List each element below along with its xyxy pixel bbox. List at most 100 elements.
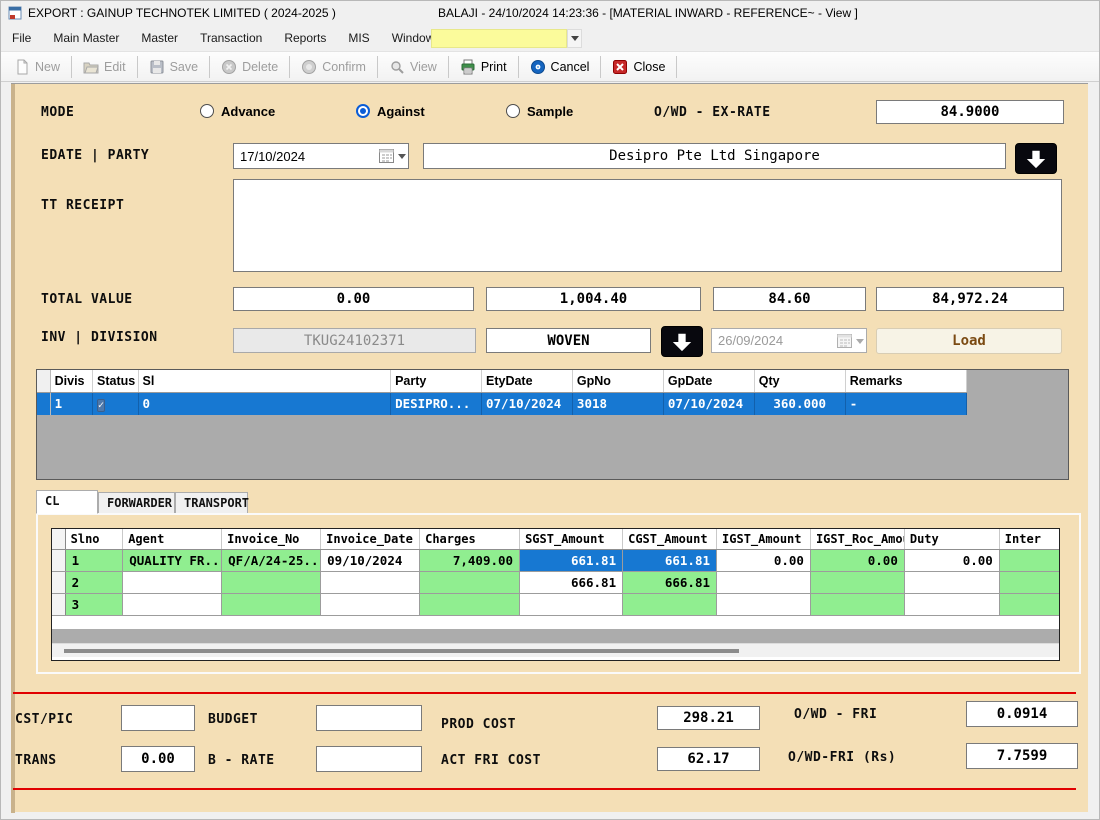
owd-fri-rs-field[interactable] bbox=[966, 743, 1078, 769]
save-button[interactable]: Save bbox=[140, 54, 208, 79]
cell-divis[interactable]: 1 bbox=[50, 392, 94, 415]
grid2-col-igst[interactable]: IGST_Amount bbox=[716, 529, 811, 550]
radio-sample[interactable] bbox=[506, 104, 520, 118]
close-button[interactable]: Close bbox=[603, 54, 674, 79]
total-value-field-2[interactable] bbox=[486, 287, 701, 311]
save-floppy-icon bbox=[150, 60, 164, 73]
grid2-col-duty[interactable]: Duty bbox=[904, 529, 1000, 550]
grid2-row-2[interactable]: 2 666.81 666.81 bbox=[52, 571, 1059, 594]
confirm-circle-icon bbox=[302, 59, 317, 74]
act-fri-cost-label: ACT FRI COST bbox=[441, 753, 541, 768]
radio-against-label[interactable]: Against bbox=[377, 104, 425, 119]
print-button[interactable]: Print bbox=[451, 54, 516, 79]
grid1-col-gpno[interactable]: GpNo bbox=[572, 370, 664, 393]
menu-reports[interactable]: Reports bbox=[284, 31, 327, 45]
grid2-row-1[interactable]: 1 QUALITY FR... QF/A/24-25... 09/10/2024… bbox=[52, 549, 1059, 572]
grid2-col-sgst[interactable]: SGST_Amount bbox=[519, 529, 624, 550]
edate-party-label: EDATE | PARTY bbox=[41, 148, 150, 163]
total-value-field-4[interactable] bbox=[876, 287, 1064, 311]
dropdown-arrow-icon[interactable] bbox=[396, 144, 408, 168]
scrollbar-thumb[interactable] bbox=[64, 649, 739, 653]
inv-date-picker: 26/09/2024 bbox=[711, 328, 867, 353]
selected-cell[interactable]: 661.81 bbox=[519, 549, 624, 572]
grid2-col-invoice-date[interactable]: Invoice_Date bbox=[320, 529, 421, 550]
grid1-col-etydate[interactable]: EtyDate bbox=[481, 370, 573, 393]
tt-receipt-textarea[interactable] bbox=[233, 179, 1062, 272]
cell-sl[interactable]: 0 bbox=[138, 392, 392, 415]
grid1-col-remarks[interactable]: Remarks bbox=[845, 370, 968, 393]
toolbar-separator bbox=[289, 55, 291, 78]
confirm-button[interactable]: Confirm bbox=[292, 54, 375, 79]
grid2-col-inter[interactable]: Inter bbox=[999, 529, 1059, 550]
cell-status[interactable]: ✓ bbox=[92, 392, 139, 415]
grid1-col-qty[interactable]: Qty bbox=[754, 370, 846, 393]
edate-picker[interactable]: 17/10/2024 bbox=[233, 143, 409, 169]
grid2-horizontal-scrollbar[interactable] bbox=[52, 643, 1059, 657]
menu-transaction[interactable]: Transaction bbox=[200, 31, 263, 45]
toolbar-separator bbox=[517, 55, 519, 78]
grid2-col-slno[interactable]: Slno bbox=[65, 529, 124, 550]
new-button[interactable]: New bbox=[5, 54, 69, 79]
menu-mis[interactable]: MIS bbox=[348, 31, 370, 45]
menu-master[interactable]: Master bbox=[141, 31, 179, 45]
grid1-selected-row[interactable]: 1 ✓ 0 DESIPRO... 07/10/2024 3018 07/10/2… bbox=[37, 392, 968, 415]
menu-file[interactable]: File bbox=[12, 31, 32, 45]
grid1-col-gpdate[interactable]: GpDate bbox=[663, 370, 755, 393]
selected-cell[interactable]: 661.81 bbox=[622, 549, 718, 572]
grid2-row-3[interactable]: 3 bbox=[52, 593, 1059, 616]
grid1-col-sl[interactable]: Sl bbox=[138, 370, 392, 393]
cell-gpdate[interactable]: 07/10/2024 bbox=[663, 392, 755, 415]
delete-circle-icon bbox=[222, 59, 237, 74]
grid1-col-party[interactable]: Party bbox=[390, 370, 482, 393]
cell-party[interactable]: DESIPRO... bbox=[390, 392, 482, 415]
tab-forwarder[interactable]: FORWARDER bbox=[98, 492, 175, 514]
grid2-col-agent[interactable]: Agent bbox=[122, 529, 223, 550]
tab-cl[interactable]: CL bbox=[36, 490, 98, 514]
toolbar-separator bbox=[209, 55, 211, 78]
budget-field[interactable] bbox=[316, 705, 422, 731]
tab-transport[interactable]: TRANSPORT bbox=[175, 492, 249, 514]
cell-gpno[interactable]: 3018 bbox=[572, 392, 664, 415]
party-lookup-button[interactable] bbox=[1015, 143, 1057, 174]
division-lookup-button[interactable] bbox=[661, 326, 703, 357]
party-field[interactable] bbox=[423, 143, 1006, 169]
cell-qty[interactable]: 360.000 bbox=[754, 392, 846, 415]
grid2-col-cgst[interactable]: CGST_Amount bbox=[622, 529, 718, 550]
load-button[interactable]: Load bbox=[876, 328, 1062, 354]
total-value-field-3[interactable] bbox=[713, 287, 866, 311]
owd-fri-field[interactable] bbox=[966, 701, 1078, 727]
grid1-col-divis[interactable]: Divis bbox=[50, 370, 94, 393]
quick-search-combo[interactable] bbox=[431, 29, 567, 48]
grid2-col-invoice-no[interactable]: Invoice_No bbox=[221, 529, 322, 550]
title-bar: EXPORT : GAINUP TECHNOTEK LIMITED ( 2024… bbox=[1, 1, 1099, 25]
view-button[interactable]: View bbox=[380, 54, 446, 79]
menu-windows[interactable]: Windows bbox=[391, 31, 441, 45]
b-rate-field[interactable] bbox=[316, 746, 422, 772]
cancel-button[interactable]: Cancel bbox=[521, 54, 599, 79]
total-value-field-1[interactable] bbox=[233, 287, 474, 311]
division-field[interactable] bbox=[486, 328, 651, 353]
trans-field[interactable] bbox=[121, 746, 195, 772]
grid2-col-igst-roc[interactable]: IGST_Roc_Amou bbox=[810, 529, 905, 550]
edit-button[interactable]: Edit bbox=[74, 54, 135, 79]
radio-advance-label[interactable]: Advance bbox=[221, 104, 276, 119]
window-title: EXPORT : GAINUP TECHNOTEK LIMITED ( 2024… bbox=[28, 6, 336, 20]
act-fri-cost-field[interactable] bbox=[657, 747, 760, 771]
grid1-col-status[interactable]: Status bbox=[92, 370, 139, 393]
cell-remarks[interactable]: - bbox=[845, 392, 968, 415]
toolbar-separator bbox=[136, 55, 138, 78]
checked-checkbox-icon[interactable]: ✓ bbox=[97, 398, 106, 412]
cancel-circle-icon bbox=[530, 59, 545, 74]
combo-dropdown-icon[interactable] bbox=[567, 29, 582, 48]
cell-etydate[interactable]: 07/10/2024 bbox=[481, 392, 573, 415]
radio-advance[interactable] bbox=[200, 104, 214, 118]
ex-rate-field[interactable] bbox=[876, 100, 1064, 124]
grid2-col-charges[interactable]: Charges bbox=[419, 529, 521, 550]
prod-cost-label: PROD COST bbox=[441, 717, 516, 732]
prod-cost-field[interactable] bbox=[657, 706, 760, 730]
delete-button[interactable]: Delete bbox=[212, 54, 287, 79]
radio-sample-label[interactable]: Sample bbox=[527, 104, 574, 119]
radio-against[interactable] bbox=[356, 104, 370, 118]
cst-pic-field[interactable] bbox=[121, 705, 195, 731]
menu-main-master[interactable]: Main Master bbox=[53, 31, 120, 45]
